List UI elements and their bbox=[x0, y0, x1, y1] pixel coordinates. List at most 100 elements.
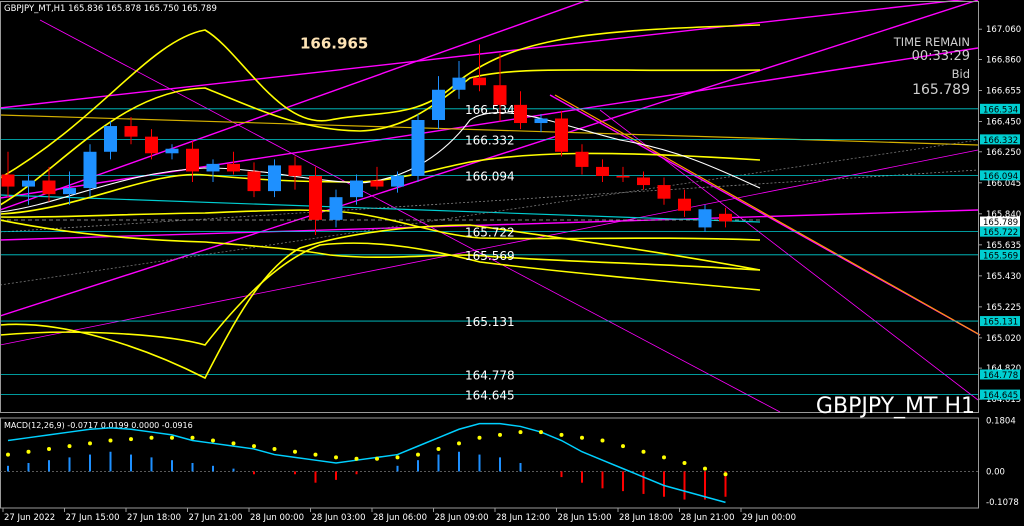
macd-tick-label: 0.00 bbox=[986, 467, 1005, 477]
macd-signal-dot bbox=[477, 435, 482, 440]
price-tick-label: 166.045 bbox=[986, 179, 1021, 189]
macd-signal-dot bbox=[703, 466, 707, 471]
candle-body bbox=[350, 180, 363, 198]
overlay-text: 166.965 166.534 166.332 166.094 165.722 165.5… bbox=[4, 4, 975, 419]
channel-line bbox=[0, 47, 979, 199]
macd-signal-dot bbox=[170, 435, 174, 440]
macd-signal-dot bbox=[67, 444, 72, 449]
candle-body bbox=[42, 180, 56, 195]
candle-body bbox=[657, 185, 671, 199]
level-label: 166.534 bbox=[465, 103, 515, 117]
candle-body bbox=[391, 175, 404, 187]
candle-body bbox=[63, 188, 76, 195]
candle-body bbox=[1, 174, 15, 187]
time-label: 27 Jun 15:00 bbox=[66, 513, 120, 523]
macd-tick-label: -0.1078 bbox=[986, 498, 1019, 508]
channel-line bbox=[0, 0, 967, 109]
price-tag-label: 166.534 bbox=[983, 105, 1018, 115]
envelope-band bbox=[0, 224, 761, 380]
candle-body bbox=[432, 89, 445, 121]
candle-body bbox=[596, 166, 609, 176]
candle-body bbox=[575, 151, 589, 167]
candle-body bbox=[288, 165, 302, 176]
price-tag-label: 165.131 bbox=[983, 318, 1018, 328]
time-axis: 27 Jun 2022 27 Jun 15:00 27 Jun 18:00 27 Ju… bbox=[2, 508, 796, 523]
candle-body bbox=[452, 77, 466, 90]
macd-signal-dot bbox=[498, 432, 502, 437]
level-label: 165.131 bbox=[465, 315, 515, 329]
macd-signal-dot bbox=[231, 441, 236, 446]
price-tag bbox=[980, 134, 1020, 145]
bid-label: Bid bbox=[952, 67, 970, 81]
level-label: 166.332 bbox=[465, 133, 515, 147]
price-tick-label: 166.655 bbox=[986, 87, 1021, 97]
candle-body bbox=[206, 163, 220, 172]
envelope-band bbox=[0, 69, 761, 206]
watermark: GBPJPY_MT H1 bbox=[816, 394, 975, 419]
envelope-band bbox=[0, 24, 761, 179]
envelope-bands bbox=[0, 24, 761, 380]
macd-signal-dot bbox=[149, 435, 154, 440]
macd-frame bbox=[0, 417, 979, 509]
candle-body bbox=[493, 85, 507, 105]
candle-body bbox=[268, 165, 281, 192]
level-label: 166.094 bbox=[465, 169, 515, 183]
level-label: 164.778 bbox=[465, 368, 515, 382]
macd-signal-dot bbox=[641, 449, 646, 454]
time-label: 27 Jun 2022 bbox=[4, 513, 55, 523]
macd-signal-dot bbox=[395, 455, 400, 460]
price-tag-label: 165.789 bbox=[983, 218, 1018, 228]
candle-body bbox=[514, 104, 527, 124]
price-axis: 167.060 166.860 166.655 166.450 166.250 166.0… bbox=[0, 1, 1021, 509]
cloud-line bbox=[0, 139, 979, 286]
macd-signal-dot bbox=[293, 449, 297, 454]
candle-body bbox=[186, 148, 199, 172]
time-remain-value: 00:33:29 bbox=[912, 49, 970, 64]
candle-body bbox=[165, 148, 179, 154]
macd-signal-dot bbox=[600, 438, 605, 443]
candle-body bbox=[309, 175, 322, 220]
macd-line bbox=[7, 422, 726, 504]
level-label: 165.569 bbox=[465, 249, 515, 263]
macd-signal-dot bbox=[457, 441, 461, 446]
price-tick-label: 166.860 bbox=[986, 55, 1021, 65]
macd-signal-dot bbox=[682, 461, 687, 465]
price-tag bbox=[980, 249, 1020, 260]
price-tick-label: 165.840 bbox=[986, 210, 1021, 220]
price-tick-label: 165.635 bbox=[986, 241, 1021, 251]
candle-body bbox=[555, 118, 568, 152]
macd-signal-dot bbox=[416, 452, 420, 457]
price-tag bbox=[980, 216, 1020, 227]
time-label: 27 Jun 18:00 bbox=[127, 513, 181, 523]
price-tag bbox=[980, 226, 1020, 237]
channel-line bbox=[0, 209, 979, 241]
candle-body bbox=[247, 171, 261, 192]
price-tick-label: 166.250 bbox=[986, 148, 1021, 158]
macd-tick-label: 0.1804 bbox=[986, 417, 1016, 427]
candle-body bbox=[473, 77, 486, 86]
price-tick-label: 166.450 bbox=[986, 118, 1021, 128]
macd-signal-dot bbox=[129, 437, 133, 442]
macd-signal-dot bbox=[580, 435, 584, 440]
price-tag-label: 165.569 bbox=[983, 251, 1018, 261]
time-label: 28 Jun 06:00 bbox=[373, 513, 427, 523]
time-label: 28 Jun 12:00 bbox=[496, 513, 550, 523]
level-lines bbox=[0, 108, 978, 396]
time-label: 28 Jun 21:00 bbox=[681, 513, 735, 523]
time-label: 28 Jun 09:00 bbox=[435, 513, 489, 523]
candle-body bbox=[227, 163, 240, 172]
macd-signal-dot bbox=[436, 446, 441, 451]
channel-line bbox=[0, 149, 979, 346]
candle-body bbox=[124, 126, 138, 137]
main-frame bbox=[0, 1, 979, 413]
price-tag bbox=[980, 369, 1020, 380]
macd-signal-dot bbox=[539, 430, 543, 435]
price-tag bbox=[980, 316, 1020, 327]
time-label: 28 Jun 15:00 bbox=[558, 513, 612, 523]
candle-body bbox=[698, 209, 712, 228]
price-tick-label: 164.820 bbox=[986, 364, 1021, 374]
macd-signal-dot bbox=[354, 456, 359, 461]
moving-average bbox=[0, 112, 761, 213]
price-tick-label: 164.615 bbox=[986, 395, 1021, 405]
cloud-line bbox=[0, 169, 979, 233]
